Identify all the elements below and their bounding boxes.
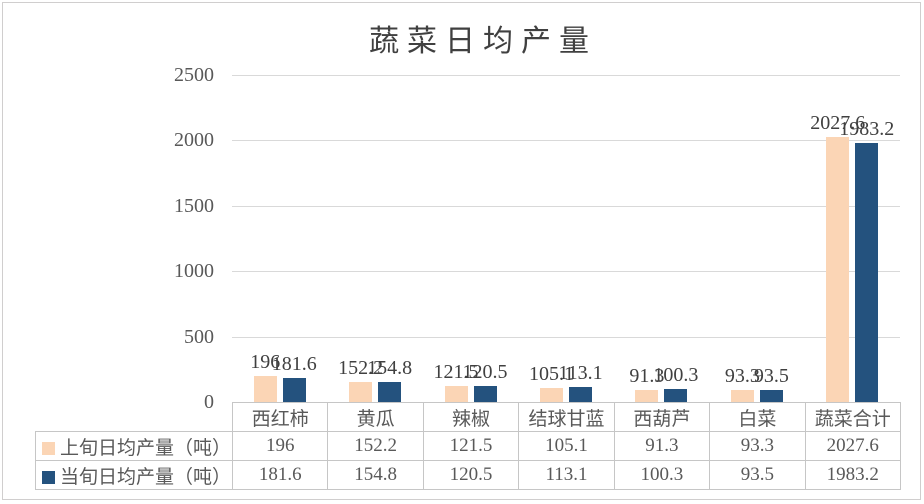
legend-key-icon (42, 441, 55, 455)
chart-title: 蔬菜日均产量 (369, 25, 597, 58)
bar-series-1-cat-7[interactable]: 2027.6 (810, 112, 865, 402)
bar-series-2-cat-4[interactable]: 113.1 (558, 362, 603, 402)
bar-series-1-cat-5[interactable]: 91.3 (629, 365, 664, 402)
bar-group-cat-2: 152.2 154.8 (327, 75, 422, 402)
bar-series-2-cat-1[interactable]: 181.6 (272, 353, 317, 402)
legend-series-name: 当旬日均产量（吨） (60, 466, 232, 488)
table-category-cell: 辣椒 (422, 402, 520, 432)
bar-data-label: 181.6 (271, 353, 317, 376)
table-category-cell: 黄瓜 (327, 402, 424, 432)
table-value-cell: 154.8 (327, 460, 424, 490)
table-value-cell: 196 (231, 431, 329, 461)
bar-series-1-cat-1[interactable]: 196 (250, 351, 280, 402)
gridline (232, 205, 900, 207)
table-value-cell: 1983.2 (804, 460, 902, 490)
bar-data-label: 196 (250, 351, 281, 374)
table-value-cell: 113.1 (518, 460, 615, 490)
bar-data-label: 93.5 (753, 364, 789, 387)
table-value-cell: 100.3 (613, 460, 711, 490)
table-value-cell: 105.1 (518, 431, 615, 461)
bar-data-label: 121.5 (433, 361, 479, 384)
table-category-cell: 西葫芦 (613, 402, 711, 432)
bar-series-1-cat-3[interactable]: 121.5 (434, 361, 479, 402)
bar-group-cat-7: 2027.6 1983.2 (805, 75, 900, 402)
bar-series-1-cat-6[interactable]: 93.3 (725, 365, 760, 402)
gridline (232, 271, 900, 273)
legend-series-cell: 当旬日均产量（吨） (35, 460, 233, 490)
bar-data-label: 1983.2 (839, 117, 895, 140)
table-value-cell: 93.3 (709, 431, 806, 461)
bar-data-label: 154.8 (367, 356, 413, 379)
legend-key-icon (42, 470, 55, 484)
table-value-cell: 120.5 (422, 460, 520, 490)
table-category-cell: 白菜 (709, 402, 806, 432)
bar-series-1-cat-4[interactable]: 105.1 (529, 363, 574, 402)
bar-group-cat-3: 121.5 120.5 (423, 75, 518, 402)
bar-series-2-cat-2[interactable]: 154.8 (367, 357, 412, 402)
table-series-row-1: 上旬日均产量（吨） 196 152.2 121.5 105.1 91.3 93.3 2027.… (35, 431, 902, 461)
table-blank-cell (36, 403, 233, 432)
table-value-cell: 93.5 (709, 460, 806, 490)
table-value-cell: 121.5 (422, 431, 520, 461)
bar-series-2-cat-7[interactable]: 1983.2 (839, 118, 894, 402)
bar-group-cat-6: 93.3 93.5 (709, 75, 804, 402)
y-axis-tick-label: 1000 (174, 260, 214, 283)
data-table: 西红柿 黄瓜 辣椒 结球甘蓝 西葫芦 白菜 蔬菜合计 上旬日均产量（吨） 196 152.2 121… (35, 402, 902, 490)
bar-data-label: 120.5 (462, 361, 508, 384)
gridline (232, 140, 900, 142)
table-value-cell: 2027.6 (804, 431, 902, 461)
table-value-cell: 152.2 (327, 431, 424, 461)
table-value-cell: 91.3 (613, 431, 711, 461)
y-axis-tick-label: 0 (204, 391, 214, 413)
legend-series-name: 上旬日均产量（吨） (60, 437, 232, 459)
table-value-cell: 181.6 (231, 460, 329, 490)
table-header-row: 西红柿 黄瓜 辣椒 结球甘蓝 西葫芦 白菜 蔬菜合计 (36, 402, 902, 432)
bar-data-label: 113.1 (558, 362, 603, 385)
gridline (232, 336, 900, 338)
table-category-cell: 蔬菜合计 (804, 402, 902, 432)
bar-series-2-cat-6[interactable]: 93.5 (754, 365, 789, 402)
bar-data-label: 105.1 (528, 363, 574, 386)
y-axis-tick-label: 2500 (174, 64, 214, 86)
bar-data-label: 100.3 (653, 363, 699, 386)
bar-data-label: 91.3 (629, 365, 665, 388)
y-axis-tick-label: 1500 (174, 194, 214, 217)
legend-series-cell: 上旬日均产量（吨） (35, 431, 233, 461)
plot-area: 196 181.6 152.2 154.8 121.5 120.5 105.1 113.1 91… (232, 75, 900, 402)
bar-data-label: 2027.6 (810, 111, 866, 134)
y-axis-tick-label: 500 (184, 325, 214, 348)
bar-series-2-cat-3[interactable]: 120.5 (463, 361, 508, 402)
bar-group-cat-4: 105.1 113.1 (518, 75, 613, 402)
table-category-cell: 结球甘蓝 (518, 402, 615, 432)
table-category-cell: 西红柿 (231, 402, 329, 432)
bar-series-1-cat-2[interactable]: 152.2 (338, 357, 383, 402)
gridline (232, 75, 900, 76)
bar-data-label: 152.2 (338, 357, 384, 380)
bar-group-cat-5: 91.3 100.3 (614, 75, 709, 402)
bar-group-cat-1: 196 181.6 (232, 75, 327, 402)
bar-series-2-cat-5[interactable]: 100.3 (653, 364, 698, 402)
table-series-row-2: 当旬日均产量（吨） 181.6 154.8 120.5 113.1 100.3 93.5 19… (35, 460, 902, 490)
y-axis-tick-label: 2000 (174, 129, 214, 152)
bar-data-label: 93.3 (724, 364, 760, 387)
